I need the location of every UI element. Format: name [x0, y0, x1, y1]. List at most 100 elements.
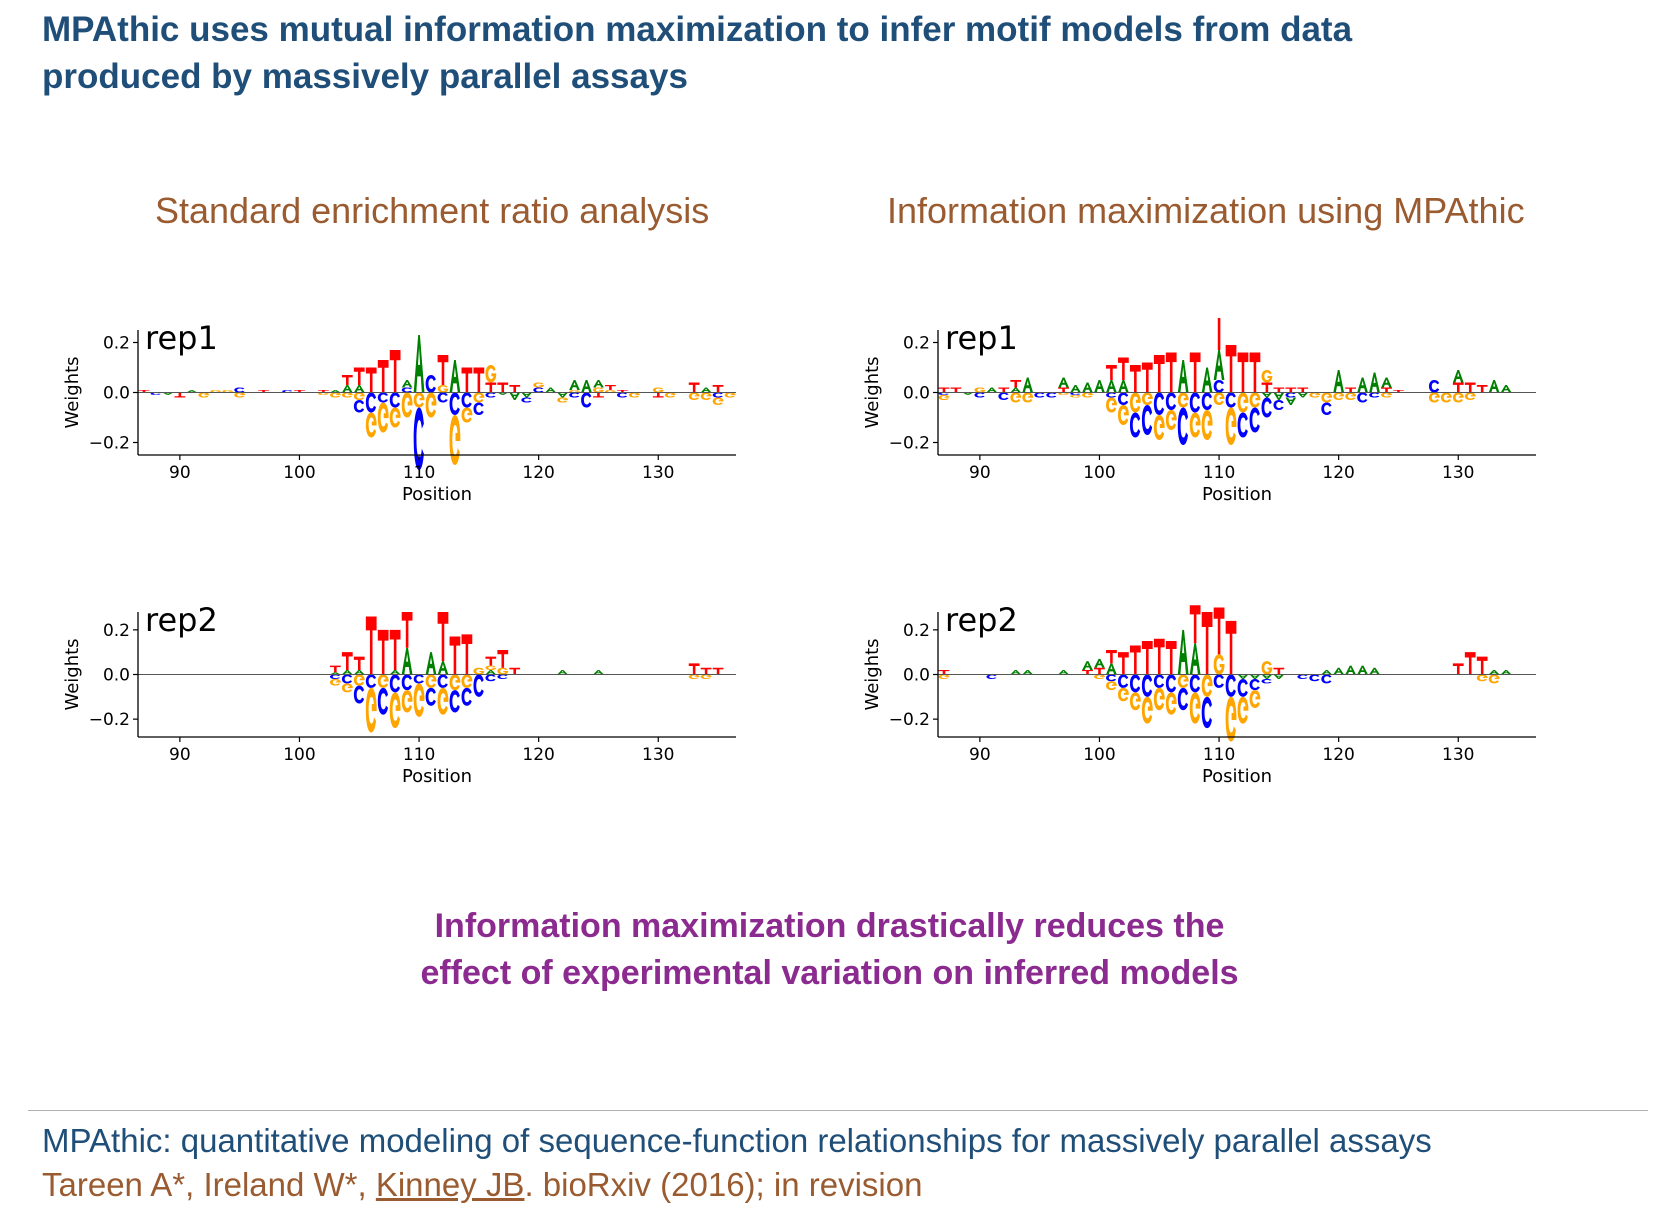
- logo-letter-c: [425, 375, 436, 393]
- logo-letter-g: [569, 390, 580, 393]
- panel-label: rep1: [145, 319, 218, 357]
- logo-letter-c: [938, 392, 949, 395]
- logo-letter-c: [1261, 397, 1272, 418]
- logo-letter-a: [1106, 380, 1117, 393]
- logo-letter-g: [1321, 392, 1333, 403]
- logo-letter-c: [389, 674, 400, 693]
- logo-letter-a: [593, 380, 604, 388]
- logo-letter-a: [497, 392, 509, 395]
- logo-letter-t: [485, 656, 497, 666]
- logo-letter-g: [234, 392, 246, 398]
- logo-letter-g: [1249, 690, 1261, 708]
- logo-letter-g: [1153, 415, 1165, 440]
- logo-letter-g: [377, 402, 389, 433]
- logo-letter-g: [938, 674, 950, 679]
- logo-letter-c: [485, 674, 496, 682]
- logo-letter-g: [473, 392, 485, 403]
- y-tick-label: 0.0: [103, 384, 130, 404]
- logo-letter-t: [341, 375, 353, 385]
- logo-letters: [938, 318, 1512, 445]
- x-tick-label: 120: [1322, 463, 1354, 483]
- logo-letter-g: [401, 392, 413, 418]
- logo-letter-c: [485, 392, 496, 398]
- y-tick-label: 0.2: [103, 334, 130, 354]
- citation-title: MPAthic: quantitative modeling of sequen…: [42, 1122, 1432, 1159]
- logo-letter-c: [341, 674, 353, 684]
- logo-letter-g: [461, 407, 473, 423]
- logo-letter-a: [1094, 658, 1105, 668]
- panel-label: rep2: [145, 601, 218, 639]
- logo-letter-a: [1177, 360, 1189, 393]
- logo-letter-g: [938, 395, 950, 400]
- logo-letter-g: [1476, 674, 1488, 682]
- x-tick-label: 90: [169, 745, 191, 765]
- logo-letter-c: [1153, 392, 1165, 415]
- logo-letter-c: [1201, 696, 1212, 729]
- citation-author-link[interactable]: Kinney JB: [375, 1166, 525, 1203]
- logo-letter-c: [1201, 392, 1212, 410]
- footer-divider: [28, 1110, 1648, 1111]
- logo-letter-a: [557, 670, 568, 675]
- logo-letter-g: [700, 392, 712, 400]
- logo-letter-g: [413, 683, 425, 717]
- logo-letter-g: [605, 390, 616, 393]
- logo-letter-t: [1225, 620, 1237, 675]
- logo-letter-g: [1118, 687, 1129, 702]
- logo-letter-a: [1189, 643, 1201, 675]
- logo-letter-t: [712, 667, 724, 675]
- x-tick-label: 110: [403, 463, 435, 483]
- logo-letter-t: [318, 390, 329, 393]
- logo-letter-a: [521, 392, 533, 398]
- logo-letter-a: [986, 387, 998, 393]
- logo-letter-g: [974, 387, 986, 393]
- logo-letter-a: [413, 335, 425, 393]
- logo-letter-a: [485, 670, 497, 675]
- x-tick-label: 90: [169, 463, 191, 483]
- logo-letter-a: [437, 661, 449, 675]
- x-tick-label: 100: [1083, 463, 1115, 483]
- logo-letter-c: [377, 687, 389, 715]
- logo-letter-t: [1082, 670, 1093, 675]
- logo-letter-t: [605, 385, 616, 390]
- x-tick-label: 110: [1203, 745, 1235, 765]
- logo-letter-t: [294, 390, 305, 393]
- logo-letter-t: [461, 367, 473, 393]
- logo-letter-a: [341, 670, 353, 675]
- logo-letter-g: [449, 674, 461, 691]
- x-axis-label: Position: [1202, 766, 1272, 787]
- logo-letter-g: [724, 392, 736, 398]
- logo-letter-t: [652, 392, 664, 398]
- logo-letter-a: [341, 385, 353, 393]
- logo-letter-g: [1201, 674, 1213, 697]
- logo-svg: 0.2 0.0 −0.2 90 100 110 120 130 Position Weights r…: [62, 319, 736, 505]
- logo-letter-t: [1141, 641, 1153, 675]
- logo-letter-c: [581, 392, 592, 408]
- logo-letter-t: [1129, 645, 1141, 675]
- logo-letter-a: [1201, 367, 1213, 393]
- logo-letter-g: [425, 674, 437, 688]
- logo-letter-t: [688, 663, 700, 675]
- logo-letter-a: [1345, 665, 1357, 675]
- logo-letter-a: [186, 390, 198, 393]
- logo-letter-c: [234, 387, 245, 393]
- logo-letter-c: [413, 407, 424, 470]
- logo-letter-t: [1285, 387, 1297, 393]
- logo-letter-c: [1225, 392, 1236, 408]
- logo-letter-t: [1464, 382, 1476, 393]
- logo-letter-g: [1261, 661, 1273, 675]
- logo-letter-t: [1297, 387, 1309, 393]
- logo-letter-g: [377, 674, 389, 688]
- takeaway-line-1: Information maximization drastically red…: [434, 907, 1225, 945]
- logo-letter-c: [282, 390, 293, 393]
- logo-letter-c: [569, 392, 580, 398]
- logo-letter-a: [509, 392, 521, 400]
- logo-letter-t: [938, 387, 950, 393]
- logo-letter-g: [1452, 392, 1464, 403]
- logo-letter-c: [1321, 674, 1332, 684]
- logo-letter-a: [162, 392, 174, 395]
- logo-letter-c: [1129, 412, 1141, 438]
- logo-letter-g: [1345, 392, 1357, 400]
- logo-letter-a: [1118, 380, 1129, 393]
- logo-letter-c: [1237, 678, 1248, 697]
- logo-letter-c: [974, 392, 985, 398]
